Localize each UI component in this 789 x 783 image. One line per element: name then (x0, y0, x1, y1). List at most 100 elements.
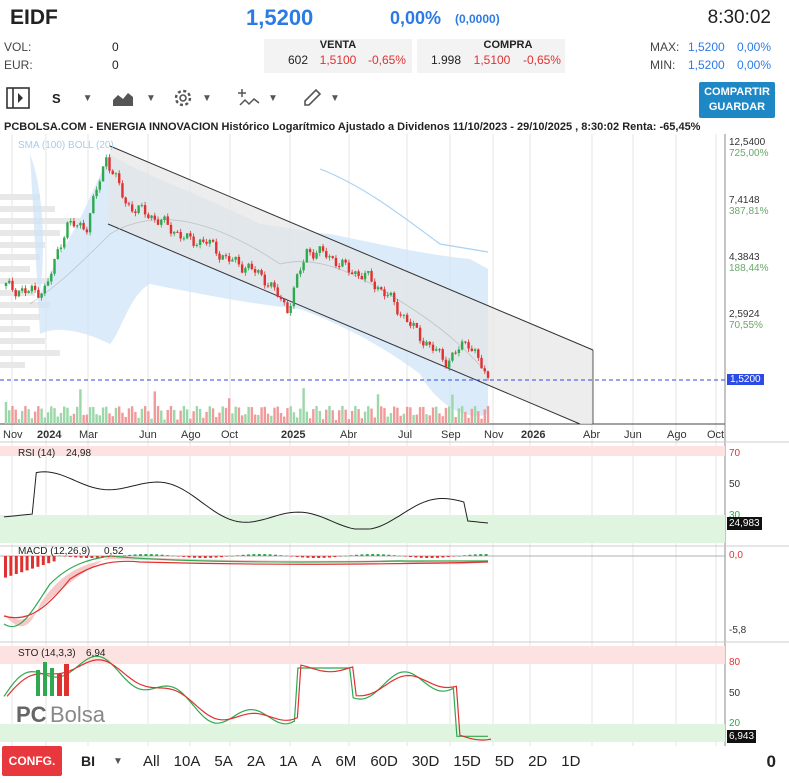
candle-body (198, 239, 202, 246)
candle-body (483, 368, 486, 372)
macd-bar (214, 556, 218, 558)
period-5d[interactable]: 5D (494, 752, 515, 770)
candle-body (457, 349, 461, 354)
candle-body (438, 349, 441, 351)
macd-bar (284, 555, 288, 557)
volume-bar (118, 406, 121, 424)
macd-bar (171, 555, 175, 557)
candle-body (464, 341, 467, 343)
candle-body (218, 253, 221, 260)
volume-bar (53, 408, 56, 424)
period-30d[interactable]: 30D (411, 752, 440, 770)
period-6m[interactable]: 6M (335, 752, 357, 770)
volume-bar (11, 406, 14, 424)
candle-body (454, 352, 457, 354)
time-tick: Mar (79, 429, 98, 441)
period-1a[interactable]: 1A (279, 752, 298, 770)
volume-bar (105, 406, 108, 424)
candle-body (127, 203, 131, 205)
volume-bar (409, 407, 412, 424)
period-2d[interactable]: 2D (528, 752, 548, 770)
macd-bar (473, 554, 477, 556)
macd-bar (257, 554, 261, 556)
volume-bar (425, 414, 428, 424)
period-all[interactable]: All (143, 752, 160, 770)
volume-bar (396, 407, 399, 424)
macd-bar (392, 555, 396, 556)
volume-bar (273, 407, 276, 424)
candle-body (92, 196, 95, 214)
time-tick: Abr (340, 429, 357, 441)
rsi-tick-30: 30 (729, 510, 741, 521)
candle-body (392, 292, 396, 302)
volume-bar (438, 413, 441, 424)
chart-canvas[interactable]: SMA (100) BOLL (20) Nov 2024 Mar Jun Ago Oct 2… (0, 134, 789, 746)
candle-body (422, 340, 425, 346)
candle-body (98, 181, 102, 190)
pct-tick-3: 70,55% (729, 320, 763, 331)
share-save-button[interactable]: COMPARTIR GUARDAR (699, 82, 775, 118)
macd-bar (144, 554, 148, 556)
panel-toggle-icon (6, 87, 30, 109)
candle-body (195, 245, 199, 247)
macd-bar (274, 554, 277, 556)
period-1d[interactable]: 1D (561, 752, 581, 770)
settings-selector[interactable]: ▼ (172, 86, 212, 110)
interval-selector[interactable]: BI ▼ (78, 746, 123, 776)
volume-bar (127, 408, 131, 424)
pencil-icon (304, 88, 322, 106)
indicator-selector[interactable]: ▼ (238, 86, 278, 110)
macd-bar (176, 556, 180, 557)
candle-body (428, 341, 431, 345)
volume-bar (195, 406, 199, 424)
macd-bar (436, 556, 439, 558)
period-10a[interactable]: 10A (173, 752, 201, 770)
candle-body (283, 299, 286, 303)
candle-body (111, 170, 114, 175)
period-2a[interactable]: 2A (246, 752, 266, 770)
volume-bar (163, 419, 166, 424)
scale-selector[interactable]: S ▼ (52, 86, 93, 110)
macd-bar (236, 555, 240, 556)
period-5a[interactable]: 5A (214, 752, 233, 770)
volume-bar (221, 406, 224, 424)
period-buttons: All 10A 5A 2A 1A A 6M 60D 30D 15D 5D 2D 1D (136, 746, 587, 776)
sto-value: 6,94 (86, 648, 106, 659)
macd-bar (193, 556, 196, 558)
volume-bar (211, 408, 215, 424)
candle-body (4, 282, 8, 287)
candle-body (399, 314, 402, 316)
panel-toggle-button[interactable] (6, 86, 30, 110)
candle-body (396, 301, 399, 315)
volume-bar (412, 414, 415, 424)
volume-bar (82, 414, 85, 424)
volume-bar (228, 398, 231, 424)
candle-body (160, 219, 163, 225)
volume-bar (111, 416, 114, 424)
chart-type-selector[interactable]: ▼ (112, 86, 156, 110)
volume-bar (312, 409, 315, 424)
volume-bar (347, 419, 351, 424)
candle-body (418, 327, 422, 341)
period-60d[interactable]: 60D (370, 752, 398, 770)
drawing-selector[interactable]: ▼ (302, 86, 340, 110)
candle-body (299, 270, 302, 275)
candle-body (260, 270, 263, 275)
volume-bar (231, 413, 234, 424)
candle-body (14, 289, 17, 297)
volume-bar (240, 415, 244, 424)
candle-body (266, 285, 270, 287)
candle-body (279, 296, 283, 300)
volume-bar (33, 411, 37, 424)
time-axis: Nov 2024 Mar Jun Ago Oct 2025 Abr Jul Sep Nov 2026 A… (3, 429, 724, 441)
macd-bar (31, 556, 34, 569)
period-15d[interactable]: 15D (453, 752, 481, 770)
candle-body (211, 240, 215, 242)
period-a[interactable]: A (311, 752, 322, 770)
candle-body (383, 289, 386, 297)
volume-bar (50, 406, 53, 424)
macd-bar (155, 554, 159, 556)
volume-bar (218, 412, 221, 424)
config-button[interactable]: CONFG. (2, 746, 62, 776)
candle-body (292, 287, 296, 307)
